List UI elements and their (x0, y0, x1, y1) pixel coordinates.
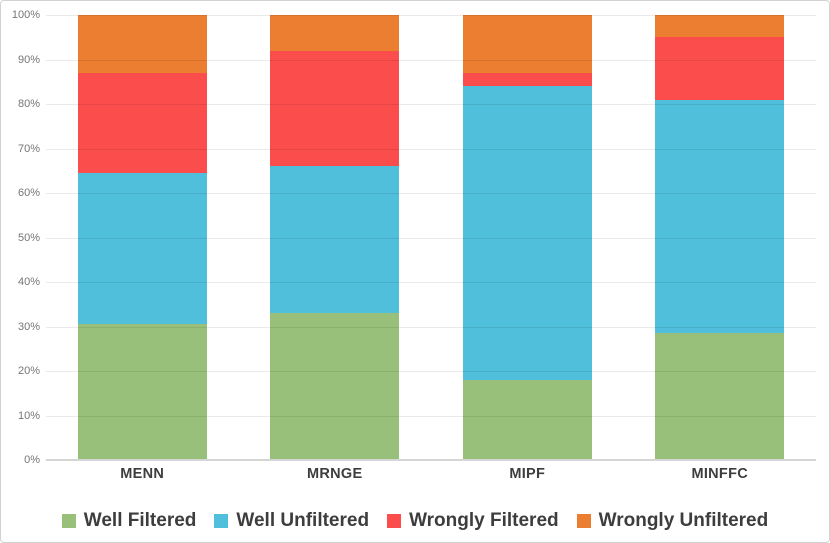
bar-segment-mrnge-wrongly-unfiltered (270, 15, 400, 51)
bar-segment-mipf-well-filtered (462, 379, 592, 460)
bar-segment-menn-well-unfiltered (77, 172, 207, 325)
y-axis-tick-label: 0% (24, 454, 40, 466)
legend-label: Well Filtered (83, 510, 197, 531)
bar-segment-mrnge-well-unfiltered (270, 166, 400, 314)
x-axis-category-label: MINFFC (691, 466, 749, 482)
gridline (46, 193, 816, 194)
gridline (46, 415, 816, 417)
plot-area (46, 15, 816, 461)
bar-segment-mipf-wrongly-unfiltered (462, 15, 592, 73)
bar-segment-menn-wrongly-unfiltered (77, 15, 207, 73)
legend-item-well-unfiltered: Well Unfiltered (214, 510, 369, 532)
gridline (46, 59, 816, 61)
x-axis-line (46, 459, 816, 461)
chart-legend: Well Filtered Well Unfiltered Wrongly Filt… (1, 510, 829, 532)
bar-group-menn (46, 15, 239, 460)
legend-label: Well Unfiltered (236, 510, 370, 531)
bar-stack-mipf (462, 15, 592, 460)
bar-segment-minffc-well-filtered (655, 333, 785, 460)
gridline (46, 148, 816, 150)
gridline (46, 237, 816, 239)
y-axis-tick-label: 100% (11, 9, 40, 21)
y-axis-tick-label: 20% (17, 365, 40, 377)
bar-segment-mrnge-well-filtered (270, 313, 400, 460)
bar-segment-minffc-well-unfiltered (655, 99, 785, 334)
bar-segment-minffc-wrongly-filtered (655, 37, 785, 100)
x-axis-category-label: MRNGE (307, 466, 363, 482)
y-axis-tick-label: 50% (17, 231, 40, 244)
bar-segment-minffc-wrongly-unfiltered (655, 15, 785, 38)
y-axis: 0% 10% 20% 30% 40% 50% 60% 70% 80% 90% 100% (1, 9, 40, 466)
y-axis-tick-label: 80% (17, 98, 40, 110)
bar-group-mrnge (239, 15, 432, 460)
y-axis-tick-label: 30% (17, 320, 40, 333)
legend-item-well-filtered: Well Filtered (61, 510, 197, 532)
legend-item-wrongly-filtered: Wrongly Filtered (387, 510, 559, 532)
legend-swatch-well-unfiltered (214, 514, 229, 528)
bar-stack-minffc (655, 15, 785, 460)
bar-segment-mrnge-wrongly-filtered (270, 50, 400, 167)
bar-group-minffc (624, 15, 817, 460)
legend-label: Wrongly Unfiltered (598, 510, 769, 531)
x-axis-category-label: MIPF (509, 466, 546, 482)
y-axis-tick-label: 40% (17, 276, 40, 288)
gridline (46, 326, 816, 328)
bar-segment-menn-wrongly-filtered (77, 72, 207, 173)
bar-segment-menn-well-filtered (77, 324, 207, 460)
y-axis-tick-label: 60% (17, 187, 40, 199)
legend-swatch-well-filtered (61, 514, 76, 528)
legend-swatch-wrongly-unfiltered (576, 514, 591, 528)
legend-label: Wrongly Filtered (409, 510, 559, 531)
gridline (46, 371, 816, 372)
y-axis-tick-label: 70% (17, 142, 40, 155)
y-axis-tick-label: 90% (17, 53, 40, 66)
bar-stack-menn (77, 15, 207, 460)
gridline (46, 104, 816, 105)
x-axis-category-label: MENN (120, 466, 165, 482)
bar-segment-mipf-wrongly-filtered (462, 72, 592, 87)
legend-swatch-wrongly-filtered (387, 514, 402, 528)
bars-row (46, 15, 816, 460)
gridline (46, 282, 816, 283)
bar-group-mipf (431, 15, 624, 460)
bar-stack-mrnge (270, 15, 400, 460)
x-axis-labels: MENN MRNGE MIPF MINFFC (46, 466, 816, 482)
legend-item-wrongly-unfiltered: Wrongly Unfiltered (576, 510, 769, 532)
bar-segment-mipf-well-unfiltered (462, 86, 592, 380)
gridline (46, 15, 816, 16)
y-axis-tick-label: 10% (17, 409, 40, 422)
